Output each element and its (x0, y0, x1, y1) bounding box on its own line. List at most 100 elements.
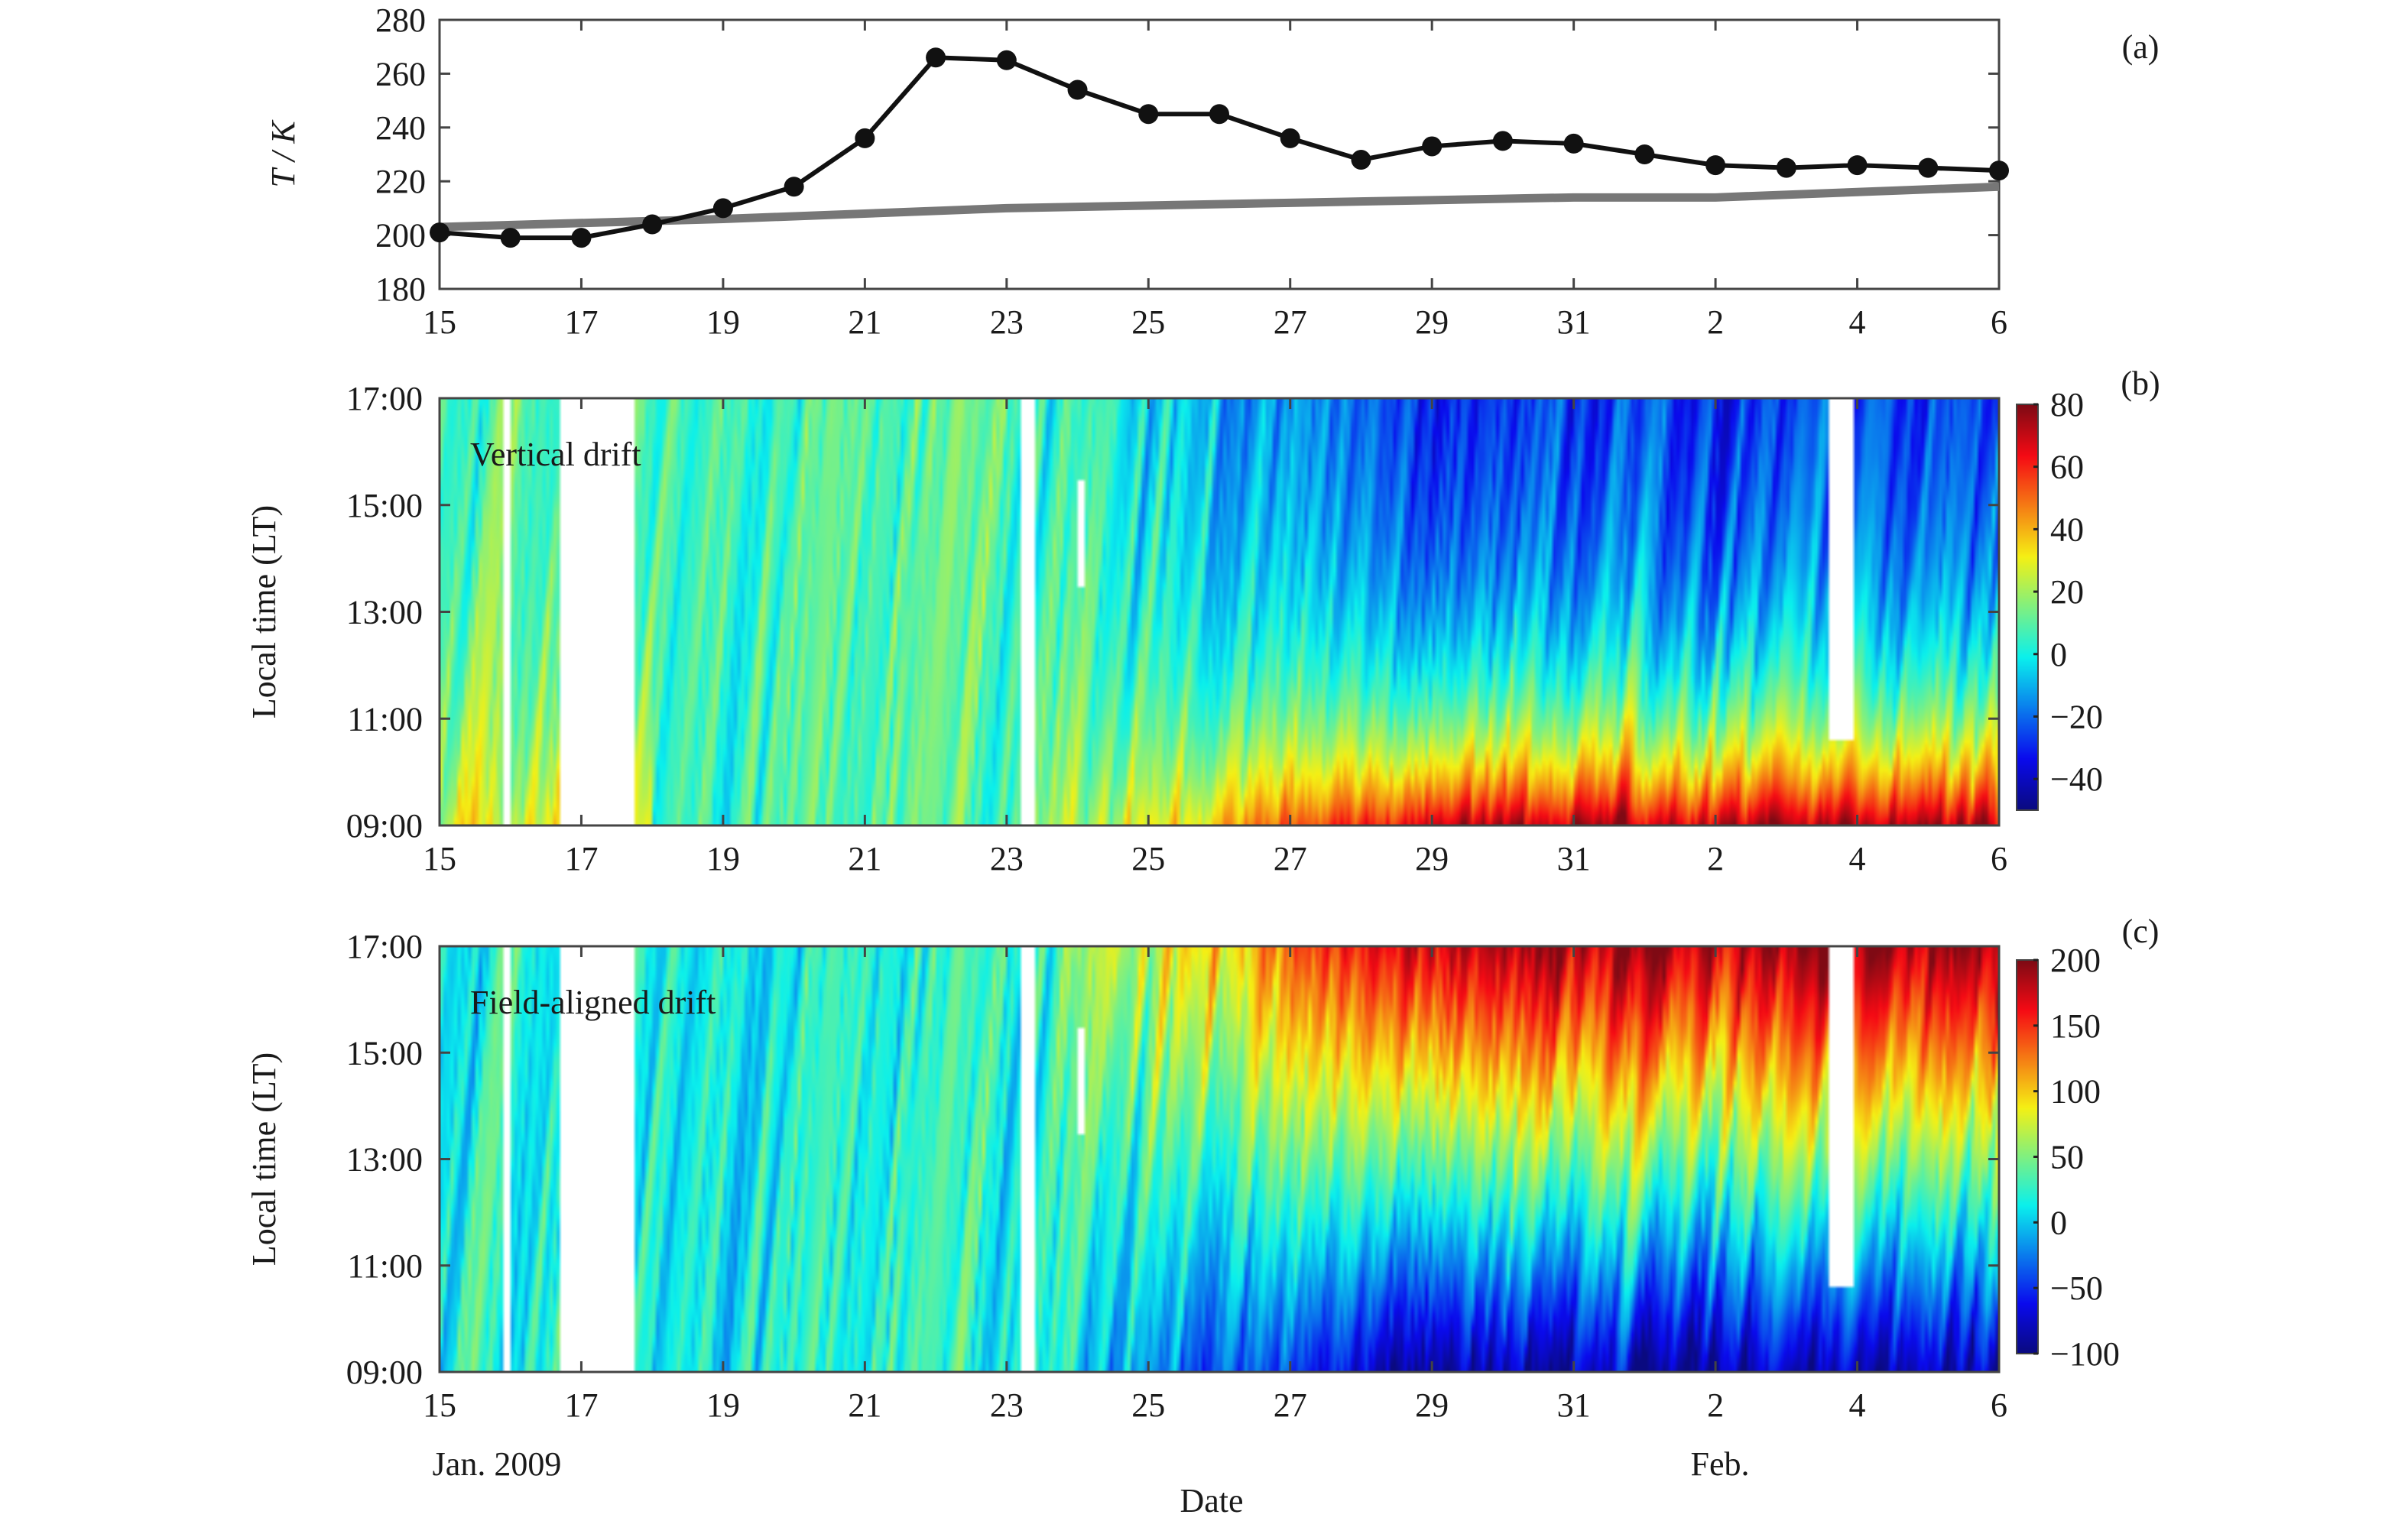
colorbar-b (2017, 404, 2038, 810)
temperature-point (926, 47, 946, 68)
y-tick-label: 09:00 (346, 807, 423, 845)
y-tick-label: 13:00 (346, 1141, 423, 1179)
temperature-point (500, 228, 521, 248)
temperature-point (1918, 157, 1939, 178)
temperature-point (1280, 128, 1300, 148)
y-tick-label: 200 (375, 217, 426, 255)
temperature-point (430, 222, 449, 243)
temperature-point (1138, 104, 1159, 125)
x-tick-label: 2 (1707, 1386, 1724, 1424)
colorbar-tick-label: −100 (2050, 1335, 2120, 1373)
temperature-point (1351, 150, 1371, 170)
temperature-point (1705, 155, 1726, 176)
y-tick-label: 13:00 (346, 594, 423, 631)
x-tick-label: 2 (1707, 303, 1724, 341)
panel-label: (c) (2122, 913, 2160, 950)
x-tick-label: 23 (990, 303, 1024, 341)
temperature-point (1209, 104, 1229, 125)
x-tick-label: 27 (1274, 303, 1307, 341)
colorbar-tick-label: −50 (2050, 1270, 2103, 1307)
temperature-point (1989, 161, 2009, 181)
colorbar-tick-label: −40 (2050, 760, 2103, 798)
x-tick-label: 2 (1707, 840, 1724, 877)
colorbar-tick-label: 0 (2050, 636, 2067, 673)
temperature-point (1634, 144, 1655, 164)
x-tick-label: 19 (706, 840, 740, 877)
temperature-point (855, 128, 875, 148)
plot-frame-1 (438, 397, 2001, 827)
x-tick-label: 23 (990, 840, 1024, 877)
x-tick-label: 27 (1274, 840, 1307, 877)
x-tick-label: 27 (1274, 1386, 1307, 1424)
x-tick-label: 31 (1557, 1386, 1591, 1424)
temperature-point (1492, 131, 1513, 151)
x-tick-label: 25 (1131, 1386, 1165, 1424)
field-aligned-drift-heatmap (440, 946, 1999, 1372)
plot-frame-0 (438, 18, 2001, 290)
y-tick-label: 260 (375, 55, 426, 92)
x-tick-label: 4 (1849, 840, 1866, 877)
x-tick-label: 23 (990, 1386, 1024, 1424)
x-tick-label: 31 (1557, 303, 1591, 341)
colorbar-tick-label: 200 (2050, 942, 2101, 979)
colorbar-tick-label: 0 (2050, 1204, 2067, 1241)
temperature-point (1563, 133, 1584, 154)
x-tick-label: 15 (423, 840, 456, 877)
x-tick-label: 4 (1849, 1386, 1866, 1424)
panel-label: (a) (2122, 28, 2160, 66)
temperature-point (571, 228, 592, 248)
x-tick-label: 21 (848, 303, 881, 341)
y-tick-label: 240 (375, 109, 426, 147)
x-tick-label: 25 (1131, 303, 1165, 341)
colorbar-tick-label: 80 (2050, 386, 2084, 423)
temperature-point (996, 50, 1017, 70)
month-label-jan: Jan. 2009 (433, 1445, 562, 1483)
colorbar-tick-label: 100 (2050, 1073, 2101, 1111)
x-tick-label: 21 (848, 840, 881, 877)
x-tick-label: 29 (1415, 303, 1449, 341)
x-tick-label: 29 (1415, 1386, 1449, 1424)
y-tick-label: 11:00 (347, 700, 423, 738)
x-tick-label: 17 (564, 840, 598, 877)
x-tick-label: 21 (848, 1386, 881, 1424)
panel-annotation: Field-aligned drift (470, 984, 716, 1021)
temperature-point (1422, 136, 1443, 157)
y-tick-label: 180 (375, 271, 426, 308)
y-tick-label: 17:00 (346, 928, 423, 965)
y-axis-label: T / K (264, 119, 302, 188)
x-tick-label: 15 (423, 1386, 456, 1424)
colorbar-tick-label: 50 (2050, 1139, 2084, 1176)
panel-label: (b) (2121, 365, 2160, 402)
x-axis-label: Date (1180, 1482, 1243, 1519)
vertical-drift-heatmap (440, 398, 1999, 825)
y-tick-label: 09:00 (346, 1354, 423, 1391)
temperature-point (784, 177, 804, 197)
y-tick-label: 280 (375, 2, 426, 39)
colorbar-tick-label: 150 (2050, 1007, 2101, 1045)
colorbar-tick-label: −20 (2050, 698, 2103, 735)
x-tick-label: 17 (564, 303, 598, 341)
y-tick-label: 15:00 (346, 487, 423, 524)
y-tick-label: 11:00 (347, 1247, 423, 1285)
y-tick-label: 15:00 (346, 1034, 423, 1072)
y-axis-label: Local time (LT) (245, 1052, 283, 1266)
x-tick-label: 6 (1991, 840, 2007, 877)
x-tick-label: 6 (1991, 303, 2007, 341)
gray-reference-line (439, 182, 2000, 232)
y-axis-label: Local time (LT) (245, 505, 283, 718)
y-tick-label: 17:00 (346, 380, 423, 417)
x-tick-label: 17 (564, 1386, 598, 1424)
temperature-point (1776, 157, 1796, 178)
temperature-point (1067, 79, 1088, 100)
colorbar-frame (2016, 404, 2039, 811)
colorbar-tick-label: 60 (2050, 449, 2084, 486)
panel-annotation: Vertical drift (470, 436, 641, 473)
x-tick-label: 31 (1557, 840, 1591, 877)
x-tick-label: 29 (1415, 840, 1449, 877)
month-label-feb: Feb. (1691, 1445, 1750, 1483)
colorbar-tick-label: 40 (2050, 511, 2084, 548)
x-tick-label: 4 (1849, 303, 1866, 341)
x-tick-label: 19 (706, 1386, 740, 1424)
temperature-point (1847, 155, 1868, 176)
